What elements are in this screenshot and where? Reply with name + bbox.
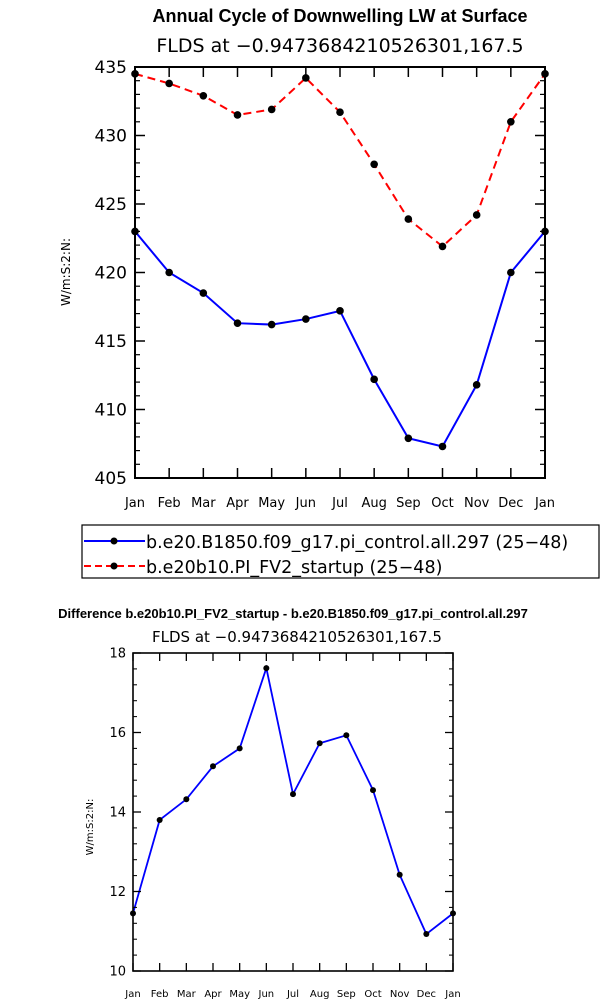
legend-marker-series-1 (110, 537, 118, 545)
series-line-1 (132, 664, 454, 936)
x-tick-label: Feb (158, 496, 181, 511)
x-tick-label: May (229, 989, 250, 1000)
x-tick-label: May (258, 496, 285, 511)
data-point-series-1 (507, 268, 515, 277)
x-tick-label: Mar (191, 496, 216, 511)
data-point-series-2 (404, 215, 413, 223)
y-tick-label: 435 (95, 58, 127, 78)
data-point-series-2 (199, 91, 208, 100)
x-tick-label: Sep (337, 989, 356, 1000)
y-tick-label: 18 (109, 647, 126, 662)
data-point-series-1 (316, 740, 323, 747)
chart2-title: Difference b.e20b10.PI_FV2_startup - b.e… (58, 606, 528, 621)
data-point-series-1 (438, 442, 447, 451)
y-tick-label: 420 (95, 264, 127, 284)
x-tick-label: Nov (390, 989, 410, 1000)
series-line-1 (134, 230, 546, 448)
data-point-series-2 (336, 108, 344, 117)
x-tick-label: Dec (498, 496, 523, 511)
legend-label-series-2: b.e20b10.PI_FV2_startup (25−48) (146, 558, 442, 578)
y-tick-label: 405 (95, 469, 127, 489)
x-tick-label: Aug (361, 496, 386, 511)
y-tick-label: 415 (95, 332, 127, 352)
data-point-series-1 (199, 289, 208, 297)
x-tick-label: Jul (331, 496, 348, 511)
data-point-series-2 (438, 242, 447, 251)
data-point-series-1 (183, 796, 190, 803)
x-tick-label: Oct (364, 989, 381, 1000)
data-point-series-1 (423, 931, 430, 938)
data-point-series-1 (343, 732, 350, 739)
chart2-subtitle: FLDS at −0.9473684210526301,167.5 (152, 628, 442, 646)
chart2-plot-frame (132, 652, 454, 972)
x-tick-label: Jul (286, 989, 299, 1000)
data-point-series-1 (404, 434, 413, 443)
x-tick-label: Jan (124, 496, 145, 511)
x-tick-label: Oct (431, 496, 453, 511)
annual-cycle-chart: Annual Cycle of Downwelling LW at Surfac… (59, 6, 555, 511)
data-point-series-1 (370, 787, 376, 794)
x-tick-label: Jun (295, 496, 316, 511)
y-tick-label: 425 (95, 195, 127, 215)
chart1-title: Annual Cycle of Downwelling LW at Surfac… (152, 6, 527, 26)
data-point-series-1 (370, 375, 378, 384)
data-point-series-1 (233, 319, 242, 327)
data-point-series-2 (233, 111, 242, 119)
x-tick-label: Jun (258, 989, 275, 1000)
x-tick-label: Aug (310, 989, 330, 1000)
legend-marker-series-2 (110, 562, 118, 570)
x-tick-label: Jan (534, 496, 555, 511)
data-point-series-1 (396, 871, 403, 878)
x-tick-label: Feb (151, 989, 169, 1000)
x-tick-label: Dec (417, 989, 436, 1000)
data-point-series-1 (236, 745, 243, 752)
legend-box (81, 524, 600, 579)
x-tick-label: Sep (396, 496, 421, 511)
data-point-series-2 (507, 118, 515, 126)
x-tick-label: Jan (124, 989, 140, 1000)
data-point-series-1 (290, 791, 296, 798)
y-tick-label: 14 (109, 806, 126, 821)
data-point-series-2 (370, 160, 378, 169)
data-point-series-1 (210, 763, 216, 770)
data-point-series-2 (267, 105, 276, 114)
x-tick-label: Apr (204, 989, 222, 1000)
data-point-series-1 (263, 665, 270, 672)
chart1-legend: b.e20.B1850.f09_g17.pi_control.all.297 (… (81, 524, 600, 579)
data-point-series-1 (156, 816, 163, 823)
series-line-2 (134, 72, 546, 248)
x-tick-label: Nov (464, 496, 490, 511)
legend-label-series-1: b.e20.B1850.f09_g17.pi_control.all.297 (… (146, 533, 568, 553)
x-tick-label: Mar (177, 989, 197, 1000)
difference-chart: Difference b.e20b10.PI_FV2_startup - b.e… (58, 606, 528, 1000)
x-tick-label: Apr (226, 496, 249, 511)
data-point-series-1 (302, 315, 310, 323)
chart1-plot-frame (134, 66, 546, 479)
x-tick-label: Jan (444, 989, 460, 1000)
y-tick-label: 430 (95, 127, 127, 147)
y-tick-label: 16 (109, 726, 126, 741)
data-point-series-1 (165, 268, 173, 277)
data-point-series-1 (472, 381, 481, 389)
data-point-series-2 (302, 74, 310, 82)
data-point-series-2 (165, 79, 173, 88)
y-tick-label: 410 (95, 401, 127, 421)
data-point-series-1 (336, 307, 344, 315)
y-tick-label: 10 (109, 965, 126, 980)
data-point-series-2 (472, 211, 481, 219)
chart1-y-axis-label: W/m:S:2:N: (59, 238, 73, 306)
chart1-subtitle: FLDS at −0.9473684210526301,167.5 (156, 35, 523, 57)
y-tick-label: 12 (109, 885, 126, 900)
chart2-y-axis-label: W/m:S:2:N: (85, 799, 96, 856)
data-point-series-1 (267, 320, 276, 329)
